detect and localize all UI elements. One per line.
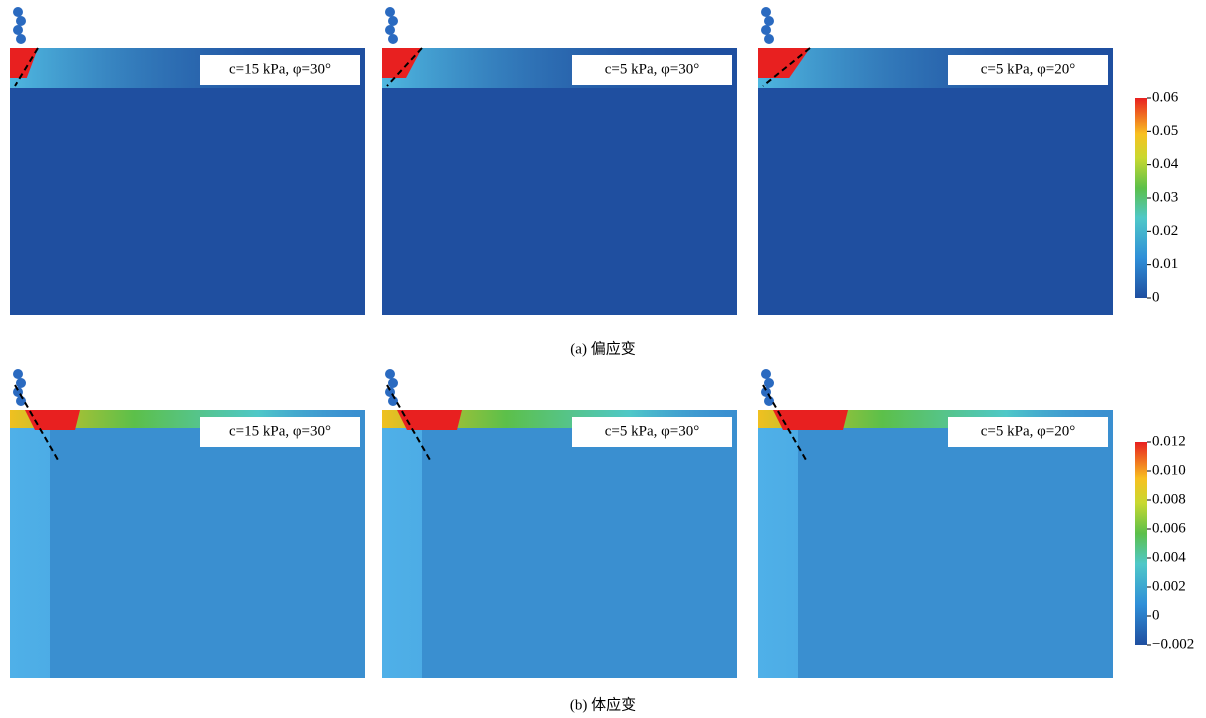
particle	[388, 16, 398, 26]
panel-label: c=5 kPa, φ=20°	[981, 61, 1075, 77]
colorbar-tick-label: 0	[1152, 607, 1160, 623]
particle	[385, 369, 395, 379]
particle	[13, 25, 23, 35]
colorbar-tick-label: 0.012	[1152, 433, 1186, 449]
particle	[761, 7, 771, 17]
colorbar-tick-label: 0.06	[1152, 89, 1179, 105]
particle	[388, 396, 398, 406]
colorbar-tick-label: 0.008	[1152, 491, 1186, 507]
panel-label: c=15 kPa, φ=30°	[229, 423, 331, 439]
domain-body	[50, 420, 365, 678]
domain-body	[798, 420, 1113, 678]
domain	[382, 48, 737, 315]
particle	[385, 7, 395, 17]
panel-label: c=5 kPa, φ=30°	[605, 423, 699, 439]
domain	[10, 48, 365, 315]
colorbar-tick-label: 0.010	[1152, 462, 1186, 478]
colorbar-tick-label: 0.03	[1152, 189, 1178, 205]
particle	[16, 378, 26, 388]
particle	[13, 369, 23, 379]
particle	[16, 396, 26, 406]
particle	[385, 25, 395, 35]
panel-label: c=15 kPa, φ=30°	[229, 61, 331, 77]
particle	[764, 378, 774, 388]
particle	[764, 34, 774, 44]
colorbar-tick-label: 0.05	[1152, 123, 1178, 139]
domain	[758, 48, 1113, 315]
particle	[16, 16, 26, 26]
colorbar-tick-label: 0.02	[1152, 223, 1178, 239]
colorbar-tick-label: 0.006	[1152, 520, 1186, 536]
failure-zone	[773, 410, 848, 430]
particle	[388, 378, 398, 388]
colorbar	[1135, 98, 1147, 298]
particle	[13, 7, 23, 17]
panel-label: c=5 kPa, φ=30°	[605, 61, 699, 77]
colorbar-tick-label: 0.04	[1152, 156, 1179, 172]
colorbar-tick-label: 0	[1152, 289, 1160, 305]
particle	[16, 34, 26, 44]
caption: (b) 体应变	[570, 695, 636, 713]
particle	[388, 34, 398, 44]
particle	[761, 369, 771, 379]
colorbar	[1135, 442, 1147, 645]
colorbar-tick-label: −0.002	[1152, 636, 1194, 652]
colorbar-tick-label: 0.004	[1152, 549, 1186, 565]
domain-body	[422, 420, 737, 678]
particle	[764, 16, 774, 26]
particle	[764, 396, 774, 406]
figure: c=15 kPa, φ=30° c=5 kPa, φ=30° c=5 kPa, φ=…	[0, 0, 1206, 718]
particle	[761, 25, 771, 35]
colorbar-tick-label: 0.01	[1152, 256, 1178, 272]
colorbar-tick-label: 0.002	[1152, 578, 1186, 594]
caption: (a) 偏应变	[570, 339, 635, 357]
panel-label: c=5 kPa, φ=20°	[981, 423, 1075, 439]
